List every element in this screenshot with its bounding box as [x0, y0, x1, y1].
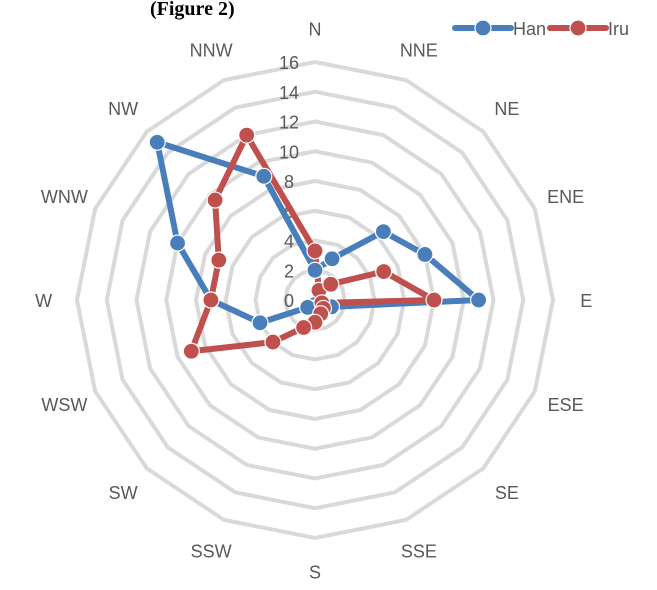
data-point-iru-ne [322, 275, 340, 293]
grid-ring-6 [223, 208, 407, 392]
data-point-han-nnw [255, 167, 273, 185]
data-point-iru-nnw [238, 126, 256, 144]
data-point-han-wnw [168, 234, 187, 252]
direction-label-sw: SW [109, 483, 138, 503]
direction-label-nw: NW [108, 99, 138, 119]
data-point-han-nw [148, 133, 166, 151]
data-point-han-n [306, 261, 324, 279]
direction-label-sse: SSE [401, 542, 437, 562]
direction-label-ne: NE [494, 99, 519, 119]
radial-tick-label: 10 [279, 142, 299, 162]
direction-label-ssw: SSW [191, 542, 232, 562]
direction-label-e: E [580, 291, 592, 311]
direction-label-ese: ESE [548, 395, 584, 415]
radar-grid [74, 59, 556, 541]
data-point-han-ne [374, 223, 392, 241]
grid-ring-14 [104, 89, 526, 511]
data-point-iru-w [202, 291, 220, 309]
direction-label-n: N [309, 20, 322, 40]
direction-label-wsw: WSW [41, 395, 87, 415]
data-point-iru-ssw [295, 318, 313, 337]
legend-label-iru: Iru [608, 19, 629, 39]
data-point-iru-nw [206, 191, 224, 209]
data-point-han-wsw [251, 314, 269, 332]
legend-swatch-marker-iru [569, 19, 587, 37]
header-fragment: (Figure 2) [150, 0, 235, 20]
radial-tick-label: 4 [284, 232, 294, 252]
direction-label-se: SE [495, 483, 519, 503]
grid-ring-16 [74, 59, 556, 541]
legend-label-han: Han [513, 19, 546, 39]
data-point-iru-e [425, 291, 443, 309]
data-point-iru-ene [375, 262, 393, 281]
radial-tick-label: 0 [284, 291, 294, 311]
direction-label-nnw: NNW [190, 40, 233, 60]
grid-ring-10 [164, 149, 466, 451]
direction-label-ene: ENE [547, 187, 584, 207]
data-point-han-nne [323, 250, 341, 268]
series-points [148, 126, 488, 360]
radial-tick-label: 16 [279, 53, 299, 73]
radial-tick-label: 14 [279, 83, 299, 103]
legend-swatch-marker-han [474, 19, 492, 37]
grid-ring-12 [134, 119, 496, 481]
radial-tick-label: 8 [284, 172, 294, 192]
grid-ring-4 [253, 238, 377, 362]
data-point-iru-wsw [182, 342, 200, 360]
direction-label-s: S [309, 562, 321, 582]
direction-label-nne: NNE [400, 40, 438, 60]
data-point-han-e [470, 291, 488, 309]
radial-tick-label: 12 [279, 113, 299, 133]
direction-label-w: W [35, 291, 52, 311]
data-point-iru-wnw [210, 251, 228, 269]
data-point-iru-sw [264, 333, 282, 351]
grid-ring-8 [193, 178, 437, 422]
legend: Han Iru [452, 19, 629, 39]
direction-labels: N NNE NE ENE E ESE SE SSE S SSW SW WSW W WNW NW NNW [35, 20, 592, 583]
data-point-iru-n [306, 242, 324, 260]
radial-tick-label: 2 [284, 261, 294, 281]
direction-label-wnw: WNW [41, 187, 88, 207]
data-point-han-ene [416, 245, 434, 264]
